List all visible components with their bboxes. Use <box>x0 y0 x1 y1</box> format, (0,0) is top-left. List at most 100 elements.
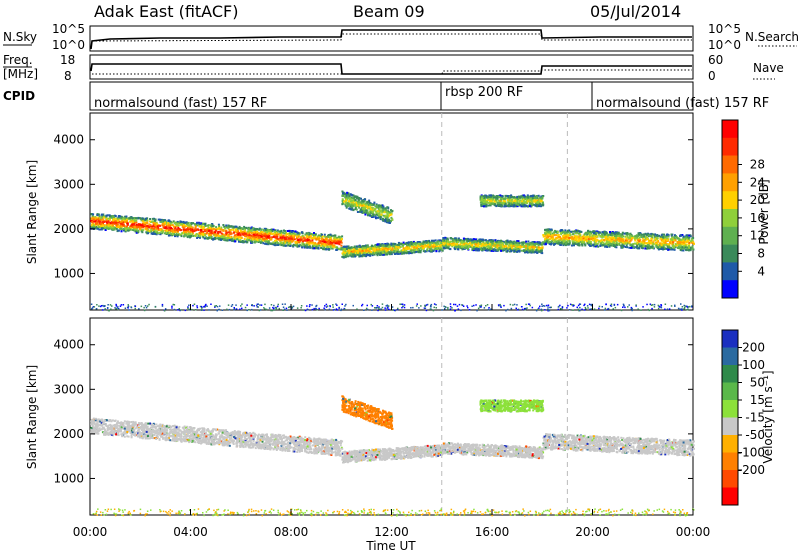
range-cell <box>470 242 473 245</box>
range-cell <box>185 228 188 231</box>
range-cell <box>110 226 113 229</box>
range-cell <box>435 248 438 251</box>
range-cell <box>357 254 360 256</box>
range-cell <box>120 222 123 225</box>
range-cell <box>337 235 340 238</box>
range-cell <box>405 251 408 254</box>
range-cell <box>522 198 525 201</box>
range-cell <box>483 244 486 247</box>
range-cell <box>187 221 190 224</box>
range-cell <box>354 203 357 206</box>
range-cell <box>328 237 331 240</box>
range-cell <box>348 195 351 197</box>
range-cell <box>327 234 330 236</box>
range-cell <box>466 247 469 249</box>
range-cell <box>345 248 348 250</box>
range-cell <box>395 252 398 255</box>
range-cell <box>350 202 353 204</box>
range-cell <box>194 235 197 238</box>
range-cell <box>171 221 174 224</box>
range-cell <box>347 203 350 206</box>
range-cell <box>440 248 443 251</box>
range-cell <box>493 196 495 199</box>
range-cell <box>145 217 147 220</box>
range-cell <box>155 228 158 231</box>
range-cell <box>531 251 534 253</box>
range-cell <box>168 229 170 232</box>
range-cell <box>290 234 292 237</box>
range-cell <box>202 230 205 233</box>
range-cell <box>494 249 497 252</box>
range-cell <box>506 204 509 207</box>
range-cell <box>517 240 520 243</box>
range-cell <box>388 214 390 217</box>
range-cell <box>479 240 482 243</box>
range-cell <box>251 240 254 243</box>
range-cell <box>536 198 539 201</box>
range-cell <box>164 221 166 224</box>
range-cell <box>253 238 255 241</box>
range-cell <box>373 253 376 256</box>
range-cell <box>232 229 235 232</box>
range-cell <box>524 251 526 254</box>
range-cell <box>345 206 348 209</box>
range-cell <box>498 195 501 198</box>
range-cell <box>526 200 529 203</box>
nsky-frame <box>89 25 694 52</box>
range-cell <box>516 242 519 245</box>
range-cell <box>416 248 419 251</box>
range-cell <box>390 216 393 219</box>
range-cell <box>460 245 463 248</box>
range-cell <box>296 235 298 238</box>
range-cell <box>347 192 350 195</box>
range-cell <box>163 232 166 235</box>
range-cell <box>98 220 101 223</box>
range-cell <box>501 240 504 243</box>
range-cell <box>364 206 367 209</box>
range-cell <box>294 244 296 247</box>
range-cell <box>209 231 212 234</box>
range-cell <box>152 224 155 227</box>
range-cell <box>443 246 446 249</box>
range-cell <box>474 249 477 251</box>
range-cell <box>92 218 95 221</box>
range-cell <box>402 251 405 254</box>
range-cell <box>206 237 209 240</box>
range-cell <box>466 245 468 248</box>
range-cell <box>280 233 283 236</box>
range-cell <box>99 228 101 231</box>
range-cell <box>189 225 192 228</box>
range-cell <box>249 240 252 243</box>
range-cell <box>237 234 240 237</box>
range-cell <box>210 229 213 232</box>
range-cell <box>229 231 232 234</box>
range-cell <box>243 235 246 238</box>
range-cell <box>224 239 227 242</box>
range-cell <box>483 196 486 199</box>
range-cell <box>98 226 101 228</box>
range-cell <box>497 199 500 202</box>
range-cell <box>345 199 347 202</box>
range-cell <box>225 226 228 229</box>
range-cell <box>407 243 410 246</box>
range-cell <box>434 241 437 244</box>
range-cell <box>663 233 665 236</box>
range-cell <box>323 246 326 249</box>
range-cell <box>337 247 340 250</box>
range-cell <box>344 203 347 206</box>
range-cell <box>505 247 508 250</box>
range-cell <box>459 243 462 246</box>
range-cell <box>386 211 389 214</box>
range-cell <box>206 228 209 231</box>
range-cell <box>472 249 475 252</box>
range-cell <box>238 225 241 228</box>
range-cell <box>297 239 300 242</box>
range-cell <box>349 205 352 208</box>
range-cell <box>458 246 461 249</box>
range-cell <box>336 237 339 239</box>
range-cell <box>135 231 138 234</box>
range-cell <box>523 195 526 198</box>
range-cell <box>501 241 504 244</box>
range-cell <box>246 236 249 239</box>
range-cell <box>397 252 399 255</box>
